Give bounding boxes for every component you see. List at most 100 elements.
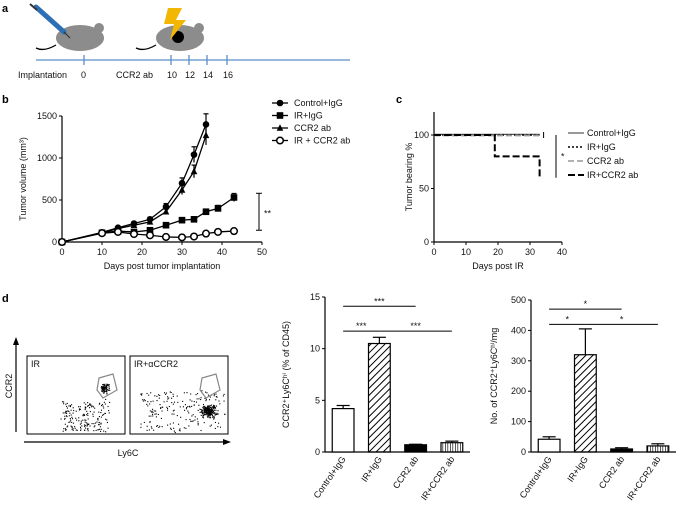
flow-dot [66,426,68,428]
data-point [190,167,198,175]
flow-dot [72,412,74,414]
flow-dot [166,409,169,411]
flow-dot [87,428,89,430]
panel-label-c: c [396,94,402,106]
flow-dot [204,409,207,411]
data-point [130,221,138,228]
flow-dot [98,416,100,418]
flow-y-label: CCR2 [4,374,14,399]
flow-dot [193,401,195,403]
flow-dot [198,404,200,406]
legend-label: Control+IgG [587,128,636,138]
flow-dot [207,410,210,412]
flow-dot [187,410,189,412]
flow-dot [205,410,207,412]
flow-dot [166,407,169,410]
flow-dot [192,420,194,422]
data-point [178,216,186,224]
flow-dot [107,383,109,386]
flow-dot [87,414,89,416]
flow-dot [219,403,221,405]
flow-dot [210,409,212,411]
flow-dot [103,386,105,388]
arrowhead [13,337,19,345]
flow-dot [193,404,195,406]
flow-dot [101,390,103,392]
flow-dot [84,424,86,427]
flow-dot [103,390,105,392]
flow-dot [103,387,106,389]
flow-dot [102,405,104,407]
flow-dot [198,398,200,400]
flow-dot [218,422,220,424]
flow-dot [214,414,216,416]
syringe-icon [29,3,71,39]
flow-dot [172,395,174,397]
y-tick-label: 300 [511,356,526,366]
flow-dot [80,420,82,422]
flow-dot [83,429,86,431]
flow-dot [179,430,181,432]
legend-label: CCR2 ab [587,156,624,166]
flow-dot [152,411,154,414]
flow-dot [140,426,142,428]
flow-dot [172,422,174,424]
flow-dot [71,426,73,429]
flow-dot [89,411,91,413]
y-axis-label: CCR2⁺Ly6Cʰⁱ (% of CD45) [281,321,291,428]
flow-dot [103,407,105,409]
flow-dot [183,427,185,429]
flow-dot [140,394,143,396]
x-tick-label: 50 [257,247,267,257]
flow-dot [206,392,208,394]
flow-dot [212,408,214,410]
flow-dot [71,426,73,428]
flow-dot [159,404,161,406]
flow-dot [106,387,108,389]
flow-dot [209,425,211,427]
flow-dot [214,407,216,409]
flow-dot [66,410,68,412]
flow-dot [87,430,89,432]
flow-dot [211,409,213,411]
flow-dot [152,400,154,402]
flow-dot [102,384,104,386]
flow-dot [213,409,216,411]
flow-dot [64,423,66,425]
flow-dot [98,411,100,413]
flow-dot [100,428,102,430]
flow-dot [207,408,209,410]
flow-dot [68,415,70,417]
flow-dot [208,414,210,416]
flow-dot [65,412,67,414]
flow-dot [149,421,151,423]
legend-label: Control+IgG [294,98,343,108]
panel-label-b: b [2,94,9,106]
flow-dot [209,415,211,417]
flow-dot [104,391,106,393]
flow-dot [182,400,184,402]
flow-dot [178,423,180,425]
flow-dot [170,427,172,429]
flow-dot [204,405,206,407]
flow-dot [150,392,152,394]
flow-dot [190,393,192,395]
flow-dot [148,394,150,396]
flow-dot [201,413,204,415]
flow-dot [78,406,80,408]
flow-dot [212,411,214,413]
flow-dot [93,426,95,428]
flow-dot [197,424,199,426]
flow-dot [104,385,106,387]
chart-ccr2-count: 0 100 200 300 400 500 No. of CCR2⁺Ly6Cʰⁱ/mg Con… [489,295,676,502]
flow-dot [213,393,215,395]
flow-dot [89,403,91,405]
data-point [190,216,198,223]
flow-dot [104,383,106,385]
flow-dot [189,399,191,401]
bar [610,448,634,453]
flow-dot [215,393,217,395]
flow-dot [72,429,74,431]
flow-dot [82,419,84,421]
flow-dot [166,406,168,408]
